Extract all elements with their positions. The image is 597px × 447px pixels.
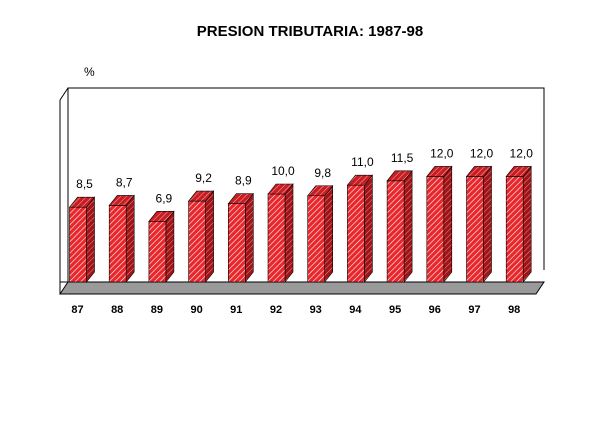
bar-top bbox=[227, 193, 254, 204]
bar-side bbox=[125, 194, 135, 283]
bar-front bbox=[347, 184, 365, 283]
bar-side bbox=[483, 165, 492, 283]
x-tick-label: 89 bbox=[151, 304, 163, 316]
bar-front bbox=[505, 176, 524, 283]
x-tick-label: 97 bbox=[468, 304, 480, 316]
data-label: 10,0 bbox=[271, 164, 295, 178]
bar-top bbox=[386, 170, 413, 182]
bar-front bbox=[307, 195, 326, 283]
data-label: 11,5 bbox=[391, 151, 414, 165]
x-tick-label: 94 bbox=[349, 304, 362, 316]
bar-side bbox=[245, 192, 254, 283]
data-label: 12,0 bbox=[470, 146, 494, 160]
x-axis-ticks: 87 88 89 90 91 92 93 94 95 96 97 98 bbox=[71, 304, 520, 316]
x-tick-label: 96 bbox=[429, 304, 441, 316]
bar-front bbox=[466, 176, 484, 283]
bar bbox=[505, 165, 532, 283]
x-tick-label: 92 bbox=[270, 304, 282, 316]
bar-side bbox=[165, 210, 175, 283]
x-tick-label: 90 bbox=[190, 304, 202, 316]
bar bbox=[187, 190, 215, 283]
bar-series bbox=[68, 165, 532, 283]
data-label: 9,8 bbox=[314, 166, 331, 180]
bar-side bbox=[205, 190, 214, 283]
data-label: 12,0 bbox=[430, 146, 454, 160]
bar-front bbox=[267, 193, 286, 283]
x-tick-label: 95 bbox=[389, 304, 401, 316]
data-label: 8,9 bbox=[235, 174, 252, 188]
bar-side bbox=[364, 174, 373, 283]
bar bbox=[426, 165, 453, 283]
chart-title: PRESION TRIBUTARIA: 1987-98 bbox=[197, 23, 423, 40]
data-labels: 8,5 8,7 6,9 9,2 8,9 10,0 9,8 11,0 11,5 12,0 12,0 12… bbox=[76, 146, 533, 205]
data-label: 8,5 bbox=[76, 177, 93, 191]
bar-top bbox=[346, 174, 374, 186]
bar-side bbox=[522, 165, 532, 283]
bar-top bbox=[187, 190, 215, 202]
bar-front bbox=[108, 205, 127, 283]
bar-side bbox=[324, 184, 334, 283]
bar-front bbox=[69, 206, 87, 283]
data-label: 8,7 bbox=[116, 175, 133, 189]
bar-side bbox=[86, 196, 95, 283]
bar-front bbox=[228, 203, 246, 283]
bar bbox=[227, 192, 254, 283]
bar-top bbox=[465, 166, 493, 177]
bar-side bbox=[403, 169, 413, 283]
bar-side bbox=[284, 183, 294, 283]
bar bbox=[386, 169, 413, 283]
bar bbox=[346, 174, 374, 283]
chart-floor bbox=[59, 281, 545, 295]
bar-top bbox=[307, 185, 334, 197]
bar-top bbox=[267, 183, 294, 195]
bar bbox=[267, 183, 294, 283]
plot-frame bbox=[59, 87, 545, 295]
bar-side bbox=[443, 165, 453, 283]
x-tick-label: 88 bbox=[111, 304, 123, 316]
data-label: 6,9 bbox=[156, 191, 173, 205]
bar-front bbox=[188, 200, 206, 283]
bar-top bbox=[426, 166, 453, 177]
bar bbox=[108, 194, 135, 283]
x-tick-label: 91 bbox=[230, 304, 242, 316]
bar-top bbox=[68, 196, 96, 208]
x-tick-label: 98 bbox=[508, 304, 520, 316]
left-wall-edge bbox=[59, 87, 69, 101]
bar bbox=[68, 196, 96, 283]
bar-top bbox=[148, 210, 175, 222]
bar-front bbox=[148, 220, 167, 283]
data-label: 9,2 bbox=[195, 171, 212, 185]
data-label: 11,0 bbox=[351, 155, 374, 169]
bar bbox=[148, 210, 175, 283]
bar-top bbox=[108, 195, 135, 206]
unit-label: % bbox=[84, 65, 95, 79]
bar bbox=[307, 184, 334, 283]
bar-front bbox=[386, 180, 405, 283]
data-label: 12,0 bbox=[510, 146, 534, 160]
x-tick-label: 93 bbox=[310, 304, 322, 316]
bar-top bbox=[505, 166, 532, 177]
bar bbox=[465, 165, 493, 283]
bar-front bbox=[426, 176, 445, 283]
x-tick-label: 87 bbox=[71, 304, 83, 316]
